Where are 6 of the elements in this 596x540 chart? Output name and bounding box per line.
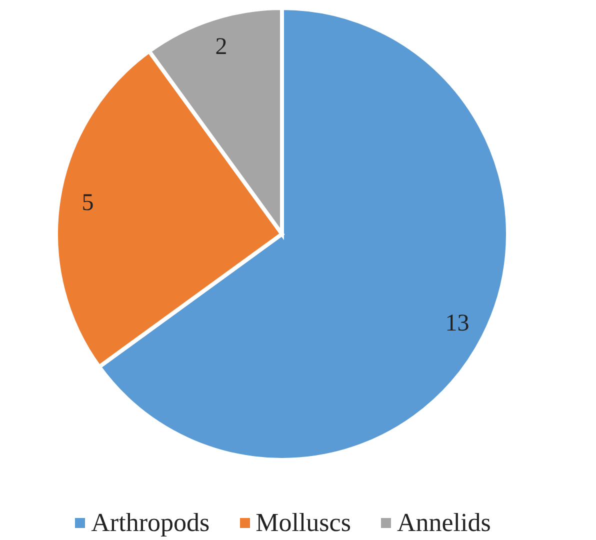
data-label: 2 — [215, 34, 228, 60]
legend-label: Arthropods — [90, 508, 210, 538]
legend-label: Molluscs — [254, 508, 351, 538]
data-label: 5 — [82, 190, 94, 216]
legend-label: Annelids — [396, 508, 491, 538]
data-label: 13 — [445, 310, 470, 336]
